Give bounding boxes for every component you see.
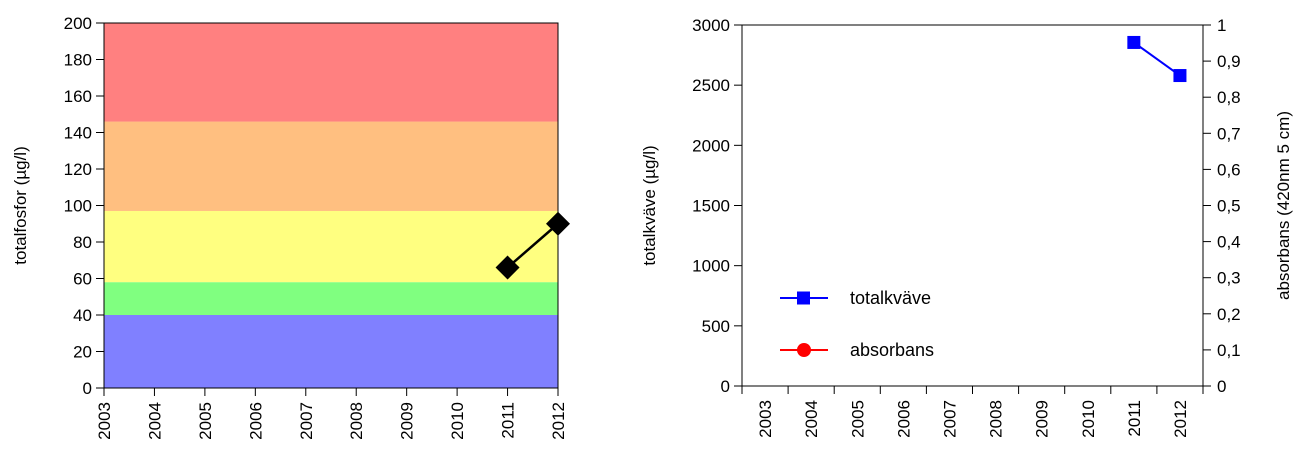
y-right-tick-label: 1 [1217, 16, 1226, 35]
class-band [104, 23, 558, 122]
class-band [104, 121, 558, 211]
y-right-tick-label: 0,3 [1217, 269, 1241, 288]
class-band [104, 315, 558, 388]
x-tick-label: 2009 [398, 402, 417, 440]
plot-frame [741, 24, 1204, 387]
y-tick-label: 120 [64, 160, 92, 179]
series-line [1133, 41, 1181, 77]
data-point-diamond [546, 211, 570, 236]
x-tick-label: 2004 [802, 400, 821, 438]
x-tick-label: 2012 [549, 402, 568, 440]
x-tick-label: 2011 [499, 402, 518, 439]
y-tick-label: 160 [64, 87, 92, 106]
x-tick-label: 2003 [95, 402, 114, 440]
y-right-tick-label: 0,1 [1217, 341, 1241, 360]
legend-marker-square [797, 291, 810, 305]
y-tick-label: 100 [64, 197, 92, 216]
y-right-tick-label: 0,4 [1217, 233, 1241, 252]
y-tick-label: 3000 [692, 16, 730, 35]
totalfosfor-chart: 0 20 40 60 80 100 120 140 160 180 200 2003 2004 2005 2… [11, 14, 570, 440]
y-right-tick-label: 0,8 [1217, 88, 1241, 107]
x-tick-label: 2006 [894, 400, 913, 438]
x-tick-label: 2005 [848, 400, 867, 438]
class-band [104, 210, 558, 283]
y-tick-label: 80 [73, 233, 92, 252]
y-tick-label: 140 [64, 124, 92, 143]
totalkvave-chart: 0 500 1000 1500 2000 2500 3000 0 0,1 0,2 0,3 0,4 0,5… [640, 16, 1293, 438]
y-tick-label: 2000 [692, 136, 730, 155]
y-tick-label: 20 [73, 343, 92, 362]
data-point-square [1127, 35, 1141, 49]
x-tick-label: 2011 [1125, 400, 1144, 437]
y-axis-label: totalfosfor (µg/l) [11, 146, 30, 264]
x-tick-label: 2009 [1033, 400, 1052, 438]
x-tick-label: 2010 [1079, 400, 1098, 438]
y-tick-label: 2500 [692, 76, 730, 95]
y-axis-right-label: absorbans (420nm 5 cm) [1274, 111, 1293, 300]
x-tick-label: 2007 [940, 400, 959, 438]
legend-label: absorbans [850, 340, 934, 360]
class-band [104, 282, 558, 315]
legend-label: totalkväve [850, 288, 931, 308]
y-tick-label: 40 [73, 306, 92, 325]
y-tick-label: 0 [721, 377, 730, 396]
y-right-tick-label: 0,9 [1217, 52, 1241, 71]
y-right-tick-label: 0,5 [1217, 197, 1241, 216]
x-tick-label: 2008 [347, 402, 366, 440]
y-tick-label: 200 [64, 14, 92, 33]
y-tick-label: 500 [702, 317, 730, 336]
x-tick-label: 2012 [1171, 400, 1190, 438]
y-tick-label: 180 [64, 51, 92, 70]
x-tick-label: 2006 [246, 402, 265, 440]
series-line [506, 222, 559, 269]
y-right-tick-label: 0,2 [1217, 305, 1241, 324]
y-right-tick-label: 0,7 [1217, 124, 1241, 143]
y-tick-label: 60 [73, 270, 92, 289]
data-point-diamond [495, 255, 520, 280]
x-tick-label: 2004 [145, 402, 164, 440]
x-tick-label: 2010 [448, 402, 467, 440]
y-tick-label: 0 [83, 379, 92, 398]
y-axis-label: totalkväve (µg/l) [640, 145, 659, 265]
x-tick-label: 2008 [987, 400, 1006, 438]
y-right-tick-label: 0 [1217, 377, 1226, 396]
x-tick-label: 2005 [196, 402, 215, 440]
legend-marker-circle [797, 343, 811, 357]
x-tick-label: 2007 [297, 402, 316, 440]
y-right-tick-label: 0,6 [1217, 160, 1241, 179]
data-point-square [1173, 69, 1187, 83]
y-tick-label: 1500 [692, 197, 730, 216]
y-tick-label: 1000 [692, 257, 730, 276]
x-tick-label: 2003 [756, 400, 775, 438]
